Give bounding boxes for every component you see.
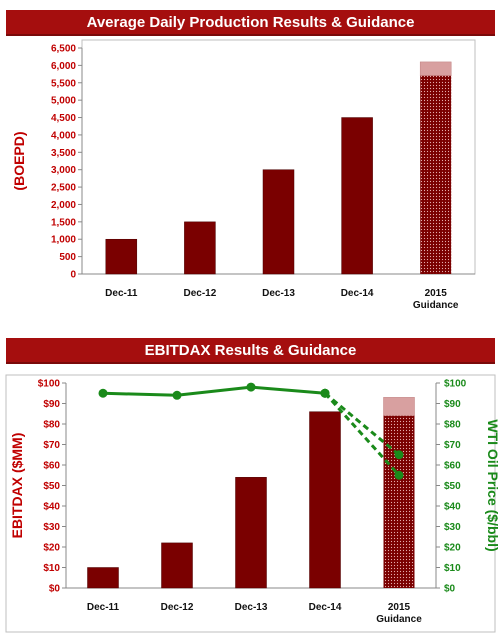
x-tick-label: Dec-11 bbox=[105, 288, 138, 299]
y2-tick-label: $10 bbox=[444, 563, 461, 574]
wti-oil-price-line-dashed bbox=[324, 392, 400, 456]
y-tick-label: $100 bbox=[38, 379, 61, 390]
wti-oil-price-point bbox=[172, 390, 182, 400]
y-tick-label: 0 bbox=[70, 270, 76, 281]
x-tick-label: 2015 Guidance bbox=[413, 288, 459, 311]
bar-dec-14 bbox=[309, 411, 341, 589]
bar-dec-13 bbox=[235, 477, 267, 589]
x-tick-label: Dec-12 bbox=[183, 288, 216, 299]
y-tick-label: 4,000 bbox=[51, 130, 76, 141]
y-tick-label: 3,500 bbox=[51, 148, 76, 159]
x-tick-label: Dec-14 bbox=[309, 602, 342, 613]
y2-tick-label: $60 bbox=[444, 461, 461, 472]
y-tick-label: $90 bbox=[43, 399, 60, 410]
y2-tick-label: $20 bbox=[444, 543, 461, 554]
y-tick-label: 500 bbox=[59, 252, 76, 263]
y-tick-label: $20 bbox=[43, 543, 60, 554]
chart2-title: EBITDAX Results & Guidance bbox=[6, 338, 495, 362]
bar-dec-13 bbox=[262, 169, 295, 275]
y-tick-label: 6,000 bbox=[51, 61, 76, 72]
y-tick-label: $30 bbox=[43, 522, 60, 533]
wti-oil-price-point bbox=[320, 388, 330, 398]
wti-oil-price-point bbox=[246, 382, 256, 392]
production-chart: 0 500 1,000 1,500 2,000 2,500 3,000 3,500 4,000 4… bbox=[11, 39, 476, 311]
bar-dec-12 bbox=[184, 221, 216, 275]
y-tick-label: $50 bbox=[43, 481, 60, 492]
y-tick-label: $10 bbox=[43, 563, 60, 574]
y2-axis-title: WTI Oil Price ($/bbl) bbox=[485, 419, 501, 551]
x-tick-label: Dec-11 bbox=[87, 602, 120, 613]
guidance-range-band bbox=[383, 397, 415, 417]
x-tick-label: Dec-14 bbox=[341, 288, 374, 299]
y2-tick-label: $100 bbox=[444, 379, 467, 390]
bar-2015-guidance bbox=[420, 75, 452, 274]
y2-tick-label: $90 bbox=[444, 399, 461, 410]
y-tick-label: $40 bbox=[43, 502, 60, 513]
y-tick-label: $60 bbox=[43, 461, 60, 472]
y-tick-label: $80 bbox=[43, 420, 60, 431]
bar-2015-guidance bbox=[383, 415, 415, 588]
x-tick-label: Dec-12 bbox=[161, 602, 194, 613]
y-tick-label: 2,500 bbox=[51, 183, 76, 194]
bar-dec-11 bbox=[105, 238, 138, 275]
y2-tick-label: $80 bbox=[444, 420, 461, 431]
y-axis-title: (BOEPD) bbox=[11, 131, 27, 190]
wti-oil-price-line-solid bbox=[102, 385, 326, 397]
bar-dec-12 bbox=[161, 542, 193, 589]
x-tick-label: Dec-13 bbox=[235, 602, 268, 613]
plot-area-frame bbox=[5, 374, 496, 633]
chart1-title: Average Daily Production Results & Guida… bbox=[6, 10, 495, 34]
y-tick-label: $70 bbox=[43, 440, 60, 451]
y-tick-label: 3,000 bbox=[51, 165, 76, 176]
y-tick-label: 5,000 bbox=[51, 96, 76, 107]
y2-tick-label: $40 bbox=[444, 502, 461, 513]
y2-tick-label: $0 bbox=[444, 584, 456, 595]
y-tick-label: 5,500 bbox=[51, 78, 76, 89]
y-tick-label: 6,500 bbox=[51, 44, 76, 55]
y-tick-label: 2,000 bbox=[51, 200, 76, 211]
y-tick-label: 1,000 bbox=[51, 235, 76, 246]
y2-tick-label: $30 bbox=[444, 522, 461, 533]
wti-oil-price-point bbox=[394, 450, 404, 460]
y-axis-title: EBITDAX ($MM) bbox=[9, 433, 25, 539]
y2-tick-label: $50 bbox=[444, 481, 461, 492]
bar-dec-11 bbox=[87, 567, 119, 589]
wti-oil-price-point bbox=[98, 388, 108, 398]
bar-dec-14 bbox=[341, 117, 373, 275]
y-tick-label: $0 bbox=[49, 584, 61, 595]
wti-oil-price-line-dashed bbox=[323, 392, 401, 477]
y-tick-label: 4,500 bbox=[51, 113, 76, 124]
y2-tick-label: $70 bbox=[444, 440, 461, 451]
wti-oil-price-point bbox=[394, 470, 404, 480]
x-tick-label: Dec-13 bbox=[262, 288, 295, 299]
x-tick-label: 2015 Guidance bbox=[376, 602, 422, 625]
y-tick-label: 1,500 bbox=[51, 217, 76, 228]
